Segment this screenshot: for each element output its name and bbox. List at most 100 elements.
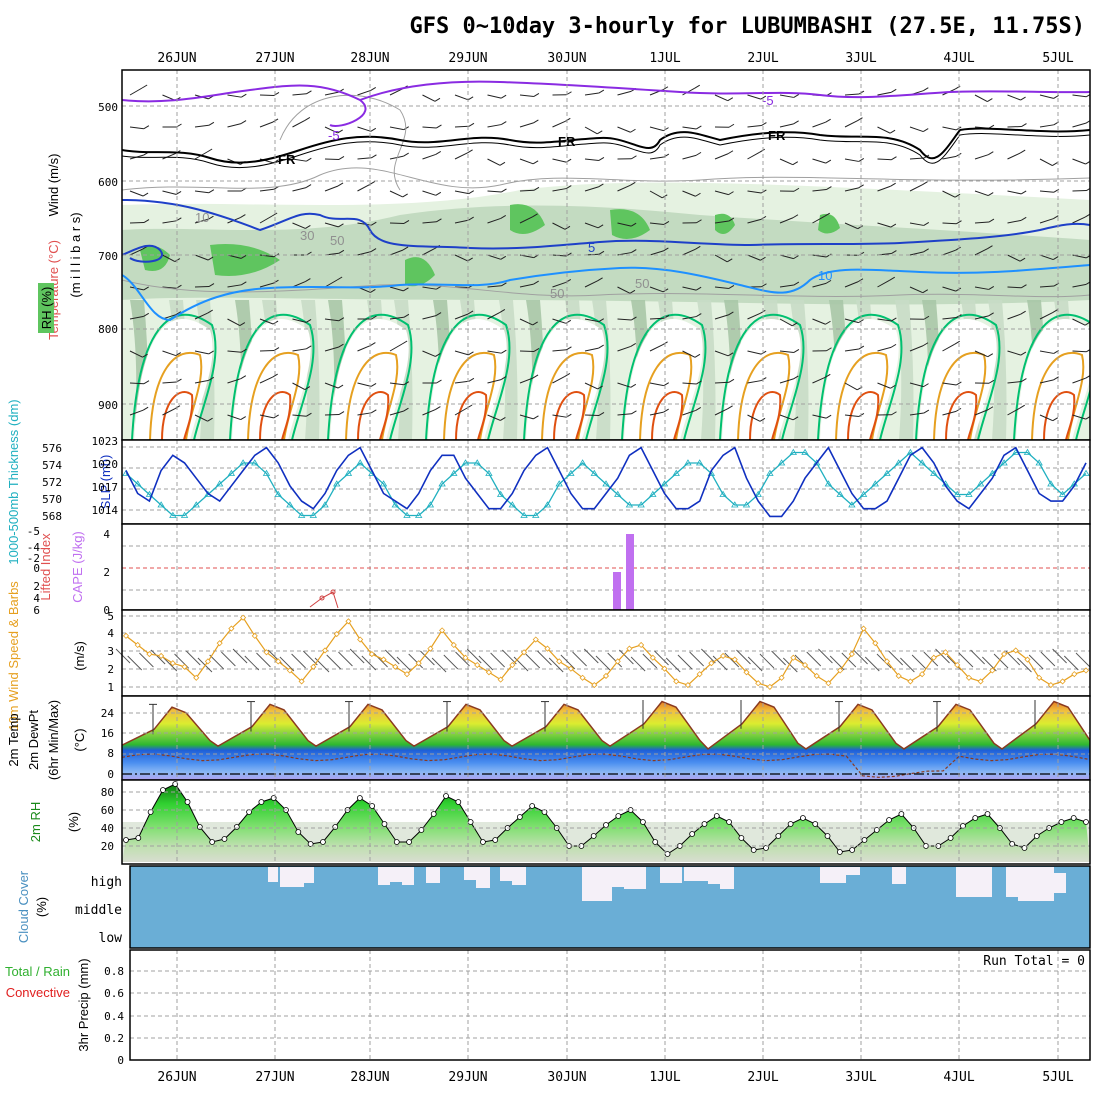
wind-barb <box>909 286 923 294</box>
thickness-point <box>145 490 154 497</box>
wind-barb <box>487 311 501 320</box>
svg-text:middle: middle <box>75 903 122 918</box>
wind-speed-point <box>942 649 949 656</box>
wind-barb <box>324 222 339 228</box>
wind-barb <box>519 377 534 384</box>
surface-wind-barb <box>1017 657 1032 673</box>
wind-barb <box>454 380 469 384</box>
wind-barb <box>1039 350 1054 354</box>
rh-point <box>664 851 671 857</box>
thickness-point <box>965 490 973 497</box>
top-date-axis: 26JUN 27JUN 28JUN 29JUN 30JUN 1JUL 2JUL 3JUL 4JU… <box>157 51 1073 66</box>
wind-barb <box>649 317 665 320</box>
wind-barb <box>779 414 794 421</box>
wind-barb <box>649 156 664 160</box>
top-date-label: 5JUL <box>1042 51 1073 66</box>
svg-text:3hr Precip (mm): 3hr Precip (mm) <box>76 958 91 1051</box>
thickness-point <box>438 480 446 487</box>
wind-barb <box>909 382 924 388</box>
isotherm-25 <box>553 391 586 440</box>
cloud-gap <box>892 867 906 884</box>
svg-text:FR: FR <box>278 152 296 167</box>
surface-wind-barb <box>853 649 868 665</box>
thickness-point <box>578 459 587 466</box>
precip-tick: 0 <box>117 1054 124 1067</box>
wind-barb <box>227 318 241 327</box>
svg-text:(%): (%) <box>34 897 49 917</box>
wind-speed-point <box>860 625 867 632</box>
cloud-gap <box>378 867 390 885</box>
wind-barb <box>877 222 892 228</box>
thickness-point <box>1082 469 1090 476</box>
surface-wind-barb <box>185 650 201 666</box>
cloud-gap <box>500 867 512 881</box>
upper-air-panel: -5 -5 FR FR FR 5 10 50 50 50 10 30 <box>121 69 1091 441</box>
wind-barb <box>487 124 502 128</box>
wind-barb <box>942 286 957 292</box>
rh-point <box>172 781 179 787</box>
wind-barb <box>519 414 534 420</box>
wind-speed-point <box>216 640 223 647</box>
thickness-point <box>157 501 165 508</box>
surface-wind-barb <box>654 650 669 666</box>
bottom-date-label: 2JUL <box>747 1070 778 1085</box>
wind-barb <box>584 280 598 288</box>
isotherm-15 <box>719 313 805 440</box>
li-tick: 0 <box>33 562 40 575</box>
wind-speed-point <box>251 632 258 639</box>
cloud-gap <box>612 867 624 887</box>
wind-barb <box>942 317 957 320</box>
isotherm-25 <box>161 391 194 440</box>
top-date-label: 28JUN <box>350 51 389 66</box>
wind-barb <box>844 187 859 192</box>
wind-barb <box>259 414 274 419</box>
thickness-tick: 570 <box>42 493 62 506</box>
svg-text:(6hr Min/Max): (6hr Min/Max) <box>46 700 61 780</box>
thickness-point <box>496 490 505 497</box>
wind-speed-point <box>509 661 516 669</box>
wind-speed-point <box>602 672 610 680</box>
rh-area <box>122 784 1090 862</box>
thickness-point <box>1023 448 1032 455</box>
surface-wind-barb <box>455 651 470 667</box>
wind-barb <box>162 408 176 416</box>
wind-barb <box>584 347 599 352</box>
wind-barb <box>552 414 567 418</box>
wind-barb <box>617 345 631 352</box>
wind-barb <box>714 190 729 196</box>
svg-text:2m Temp: 2m Temp <box>6 713 21 766</box>
cloud-gap <box>846 867 860 875</box>
rh-point <box>738 835 745 841</box>
wind-speed-point <box>883 658 891 665</box>
bottom-date-label: 27JUN <box>255 1070 294 1085</box>
rh-point <box>1058 819 1065 825</box>
svg-text:CAPE (J/kg): CAPE (J/kg) <box>70 531 85 603</box>
wind-barb <box>617 318 632 321</box>
wind-speed-point <box>345 618 352 625</box>
wind-barb <box>974 190 989 197</box>
wind-speed-point <box>989 667 996 674</box>
rh-point <box>467 819 474 825</box>
wind-barb <box>519 283 534 288</box>
wind-barb <box>714 314 729 320</box>
thickness-point <box>801 448 809 455</box>
wind-barb <box>812 189 827 192</box>
surface-wind-barb <box>923 651 939 667</box>
surface-wind-barb <box>935 648 950 664</box>
surface-wind-barb <box>782 657 798 673</box>
surface-wind-barb <box>162 656 178 672</box>
surface-wind-barb <box>583 648 599 664</box>
rh-point <box>590 833 597 839</box>
thickness-point <box>321 501 329 508</box>
isotherm-25 <box>651 391 684 440</box>
wind-barb <box>162 286 177 289</box>
wind-barb <box>129 190 144 197</box>
rh-point <box>726 819 732 825</box>
svg-text:Lifted Index: Lifted Index <box>38 533 53 601</box>
surface-wind-barb <box>408 653 424 669</box>
svg-text:low: low <box>99 931 123 946</box>
isotherm-15 <box>523 313 609 440</box>
wind-barb <box>324 318 339 322</box>
wind-barb <box>1072 283 1087 288</box>
wind-barb <box>974 221 990 224</box>
